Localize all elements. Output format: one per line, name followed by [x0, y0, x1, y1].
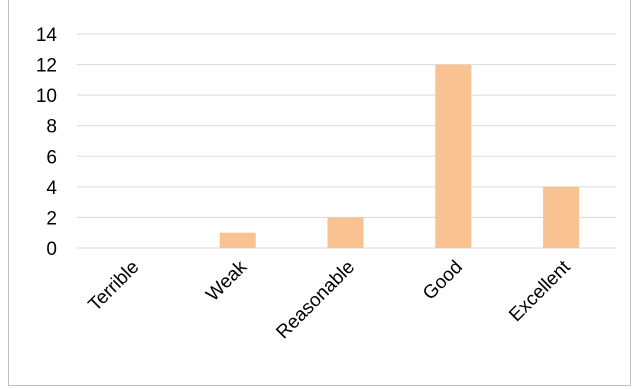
bar-excellent	[543, 186, 580, 248]
gridlines	[77, 33, 616, 249]
bar-reasonable	[327, 217, 364, 248]
y-tick-label-10: 10	[36, 86, 57, 107]
y-tick-label-2: 2	[46, 208, 57, 229]
x-category-label-terrible: Terrible	[85, 257, 144, 316]
y-tick-label-14: 14	[36, 25, 58, 46]
y-tick-label-6: 6	[46, 147, 57, 168]
y-tick-label-0: 0	[46, 239, 57, 260]
bars	[219, 64, 580, 248]
x-category-label-good: Good	[419, 257, 467, 305]
y-tick-label-12: 12	[36, 56, 57, 77]
x-axis-category-labels: Terrible Weak Reasonable Good Excellent	[85, 256, 576, 343]
x-category-label-reasonable: Reasonable	[272, 257, 359, 344]
x-category-label-weak: Weak	[202, 256, 251, 305]
y-axis-tick-labels: 0 2 4 6 8 10 12 14	[36, 25, 58, 260]
y-tick-label-4: 4	[46, 178, 57, 199]
bar-good	[435, 64, 472, 248]
x-category-label-excellent: Excellent	[505, 256, 575, 326]
bar-weak	[219, 232, 256, 248]
y-tick-label-8: 8	[46, 117, 57, 138]
